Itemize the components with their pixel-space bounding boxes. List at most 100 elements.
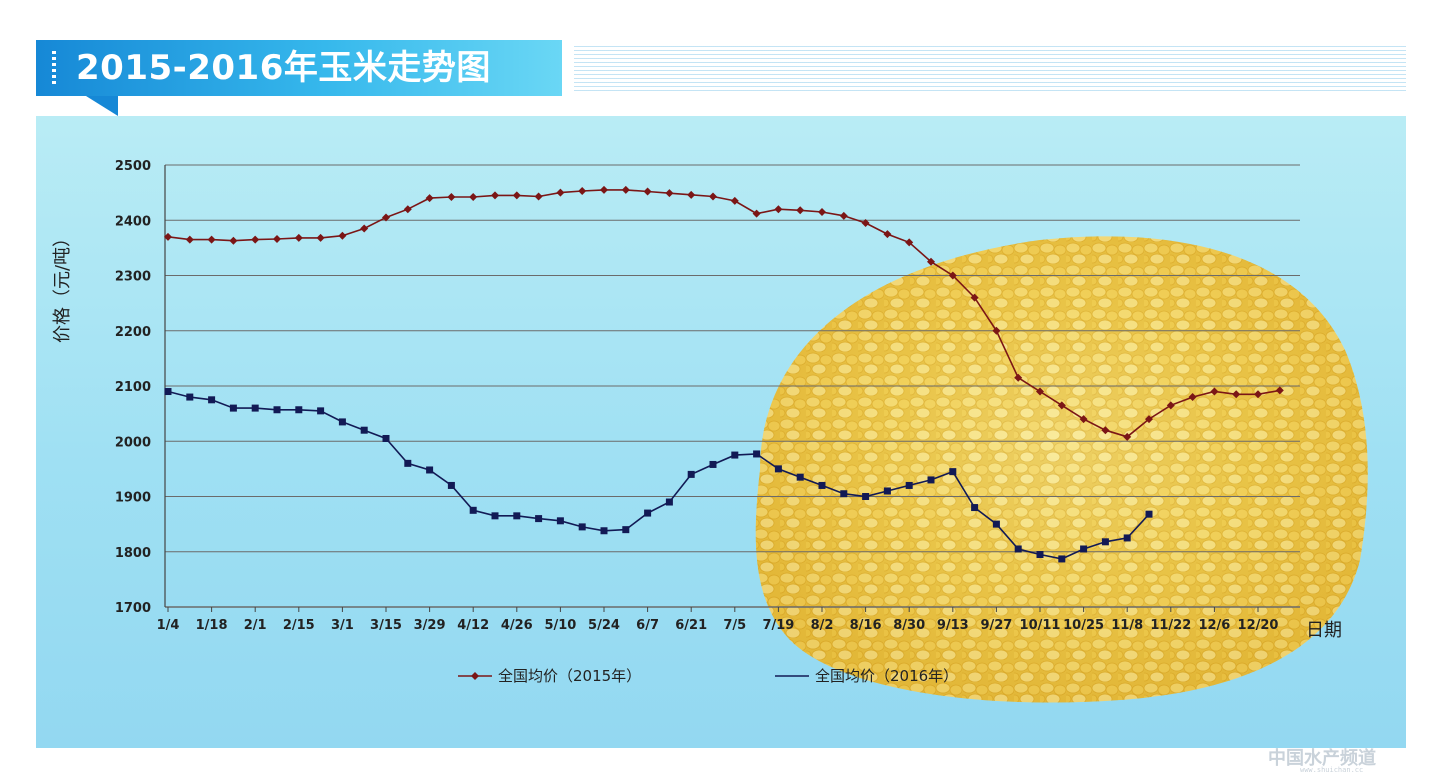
series-1-point-24 [687, 470, 695, 478]
series-0-point-21 [621, 185, 630, 194]
x-tick-label-9: 5/10 [544, 618, 576, 633]
series-0-point-48 [1210, 387, 1219, 396]
chart-title: 2015-2016年玉米走势图 [76, 48, 491, 88]
series-1-point-14 [469, 506, 477, 514]
series-1-point-42 [1080, 545, 1088, 553]
series-0-point-20 [600, 185, 608, 194]
x-tick-label-4: 3/1 [331, 618, 354, 633]
x-tick-label-11: 6/7 [636, 618, 659, 633]
title-banner-dots [52, 51, 56, 85]
x-axis-ticks: 1/4 1/18 2/1 2/15 3/1 3/15 3/29 4/12 4/26 5/10 5/2… [157, 607, 1278, 633]
series-0-point-43 [1101, 426, 1110, 435]
x-tick-label-5: 3/15 [370, 618, 402, 633]
series-1-point-29 [796, 473, 804, 481]
series-0-point-38 [992, 326, 1001, 335]
series-0-point-12 [425, 194, 434, 203]
title-banner [36, 40, 562, 96]
series-0-point-22 [643, 187, 652, 196]
y-tick-label-2200: 2200 [115, 325, 151, 340]
series-1-point-25 [709, 460, 717, 468]
series-0-point-15 [491, 191, 499, 200]
series-1-point-21 [622, 526, 630, 534]
x-tick-label-19: 9/27 [980, 618, 1012, 633]
series-0-point-37 [970, 293, 979, 302]
x-tick-label-22: 11/8 [1111, 618, 1143, 633]
series-0-point-0 [164, 232, 172, 241]
series-1-point-13 [447, 481, 455, 489]
series-0-point-3 [229, 236, 238, 245]
series-1-point-4 [251, 404, 259, 412]
x-tick-label-7: 4/12 [457, 618, 489, 633]
x-tick-label-13: 7/5 [723, 618, 746, 633]
y-tick-label-2300: 2300 [115, 270, 151, 285]
series-0-point-1 [185, 235, 194, 244]
series-0-point-11 [403, 205, 412, 214]
series-1-point-32 [862, 493, 870, 500]
series-0-point-39 [1014, 373, 1023, 382]
series-0-point-4 [251, 235, 260, 244]
y-tick-label-2500: 2500 [115, 159, 151, 174]
x-tick-label-24: 12/6 [1198, 618, 1230, 633]
x-tick-label-12: 6/21 [675, 618, 707, 633]
series-line-1 [167, 390, 1150, 560]
series-1-point-36 [949, 468, 957, 476]
series-0-point-47 [1188, 393, 1197, 402]
series-1-point-20 [600, 527, 608, 535]
series-0-point-40 [1036, 387, 1044, 396]
series-1-point-10 [382, 434, 390, 442]
y-tick-label-2400: 2400 [115, 214, 151, 229]
series-1-point-22 [644, 509, 652, 517]
series-0-point-17 [534, 192, 543, 201]
series-1-point-27 [753, 450, 761, 458]
x-axis-label: 日期 [1306, 620, 1342, 641]
series-0-point-24 [687, 190, 696, 199]
series-0-point-34 [905, 238, 914, 247]
series-1-point-0 [164, 388, 172, 396]
series-1-point-40 [1036, 551, 1044, 559]
x-tick-label-8: 4/26 [501, 618, 533, 633]
x-tick-label-6: 3/29 [414, 618, 446, 633]
grid-lines [164, 164, 1300, 608]
series-lines [164, 185, 1284, 563]
series-0-point-19 [578, 186, 587, 195]
series-1-point-17 [535, 515, 543, 523]
series-1-point-2 [208, 396, 216, 404]
series-1-point-19 [578, 523, 586, 531]
series-line-0 [167, 189, 1280, 438]
series-1-point-1 [186, 393, 194, 401]
series-0-point-6 [294, 233, 303, 242]
series-1-point-9 [360, 426, 368, 434]
series-0-point-45 [1145, 415, 1153, 424]
series-0-point-14 [469, 193, 478, 202]
y-tick-label-1800: 1800 [115, 546, 151, 561]
y-tick-label-1900: 1900 [115, 491, 151, 506]
series-0-point-10 [382, 213, 390, 222]
series-0-point-35 [927, 257, 935, 266]
x-tick-label-18: 9/13 [937, 618, 969, 633]
series-0-point-51 [1275, 386, 1284, 395]
series-1-point-35 [927, 476, 935, 484]
series-0-point-36 [948, 271, 957, 280]
series-1-point-28 [774, 465, 782, 473]
x-tick-label-1: 1/18 [196, 618, 228, 633]
legend-marker-0 [471, 672, 479, 680]
series-1-point-11 [404, 459, 412, 467]
series-0-point-2 [207, 235, 216, 244]
x-tick-label-0: 1/4 [157, 618, 180, 633]
series-0-point-46 [1166, 401, 1175, 410]
x-tick-label-21: 10/25 [1063, 618, 1104, 633]
x-tick-label-14: 7/19 [762, 618, 794, 633]
series-1-point-39 [1014, 545, 1022, 553]
x-tick-label-17: 8/30 [893, 618, 925, 633]
watermark-url: www.shuichan.cc [1300, 766, 1364, 774]
series-0-point-50 [1254, 390, 1262, 399]
series-0-point-25 [709, 192, 717, 201]
series-0-point-5 [273, 235, 281, 244]
series-0-point-41 [1057, 401, 1066, 410]
series-1-point-34 [905, 481, 913, 489]
series-0-point-42 [1079, 415, 1088, 424]
series-1-point-16 [513, 512, 521, 520]
series-0-point-9 [360, 224, 369, 233]
series-0-point-33 [883, 230, 892, 239]
